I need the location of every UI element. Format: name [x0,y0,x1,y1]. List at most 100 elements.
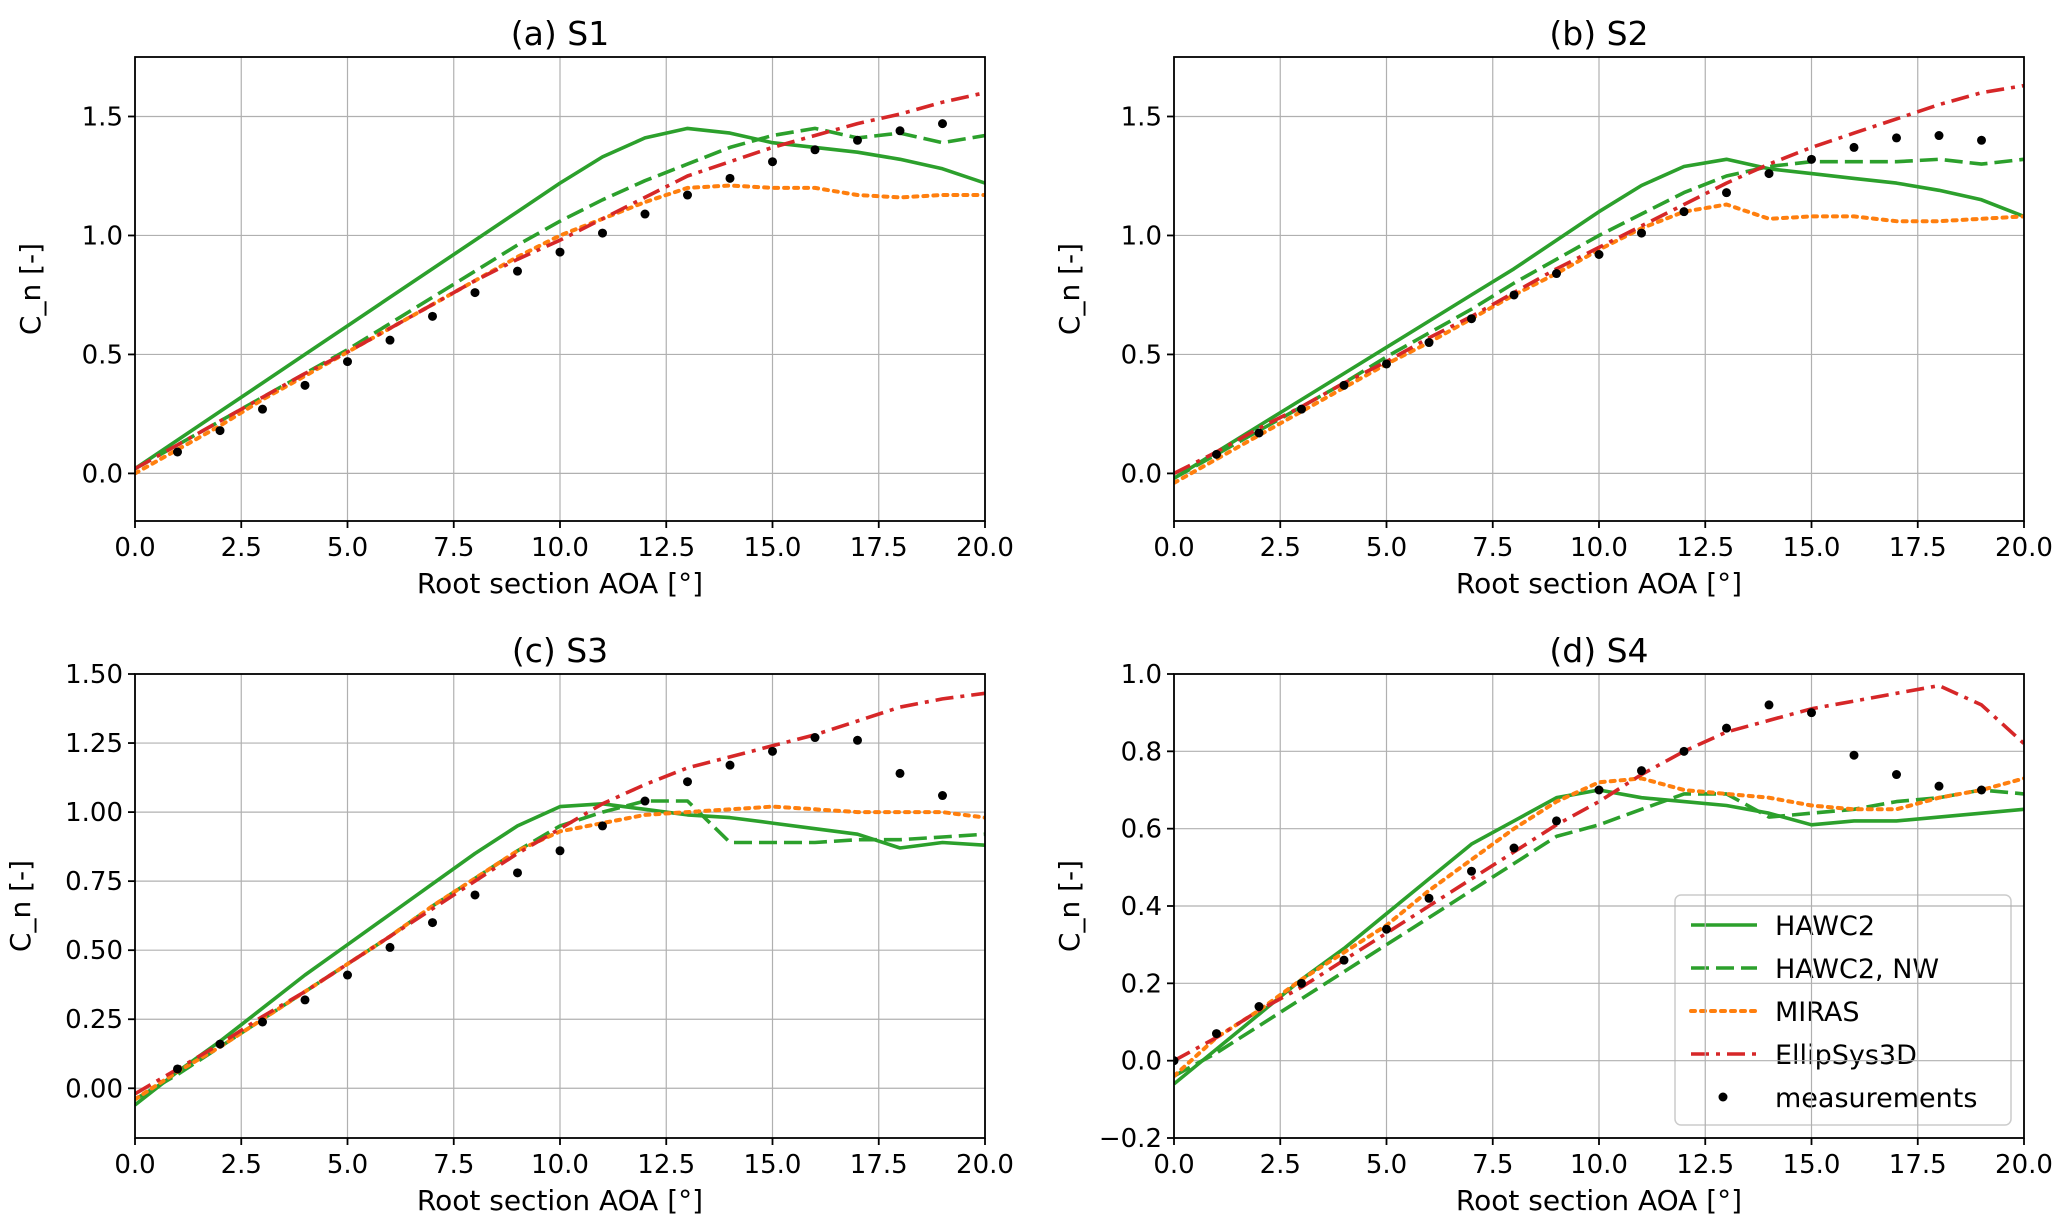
panel-4-series-measurements-point-12 [1679,746,1689,756]
panel-2-ytick-label-1: 0.5 [1121,340,1162,370]
panel-1-xtick-label-7: 17.5 [850,533,908,563]
panel-4-series-measurements-point-13 [1722,723,1731,733]
panel-4-series-measurements-point-1 [1212,1029,1221,1039]
panel-3-series-measurements-point-9 [555,846,565,856]
panel-2-series-measurements-point-4 [1382,359,1391,369]
panel-3-series-miras-line [135,804,985,1102]
panel-3-title: (c) S3 [512,631,608,670]
panel-4-ytick-label-2: 0.2 [1121,969,1162,999]
panel-2-series-measurements-point-15 [1849,142,1859,152]
panel-2-series-measurements-point-6 [1467,314,1476,324]
panel-1-series-miras-line [135,183,985,476]
panel-1-xtick-label-6: 15.0 [744,533,802,563]
panel-4-series-measurements-point-0 [1174,1056,1179,1066]
panel-4-series-measurements-point-15 [1807,708,1816,718]
panel-4-xtick-label-4: 10.0 [1570,1150,1628,1180]
panel-2-xtick-label-1: 2.5 [1260,533,1301,563]
legend: HAWC2 HAWC2, NW MIRAS EllipSys3D measurement… [1674,894,2012,1126]
panel-3-xtick-label-7: 17.5 [850,1150,908,1180]
panel-2: 0.0 2.5 5.0 7.5 10.0 12.5 15.0 17.5 20.0 0.0 0.5 1.… [1053,14,2053,600]
panel-3-ytick-label-5: 1.25 [65,729,123,759]
panel-1-series-measurements-point-1 [215,426,225,436]
panel-3-series-measurements-point-18 [938,791,947,801]
panel-1-series-measurements-point-14 [768,157,777,167]
panel-2-series-measurements-point-16 [1892,133,1901,143]
panel-1-series-measurements-point-10 [598,228,607,238]
panel-4-series-measurements-point-7 [1467,866,1476,876]
panel-2-title: (b) S2 [1549,14,1648,53]
panel-4-xtick-label-7: 17.5 [1889,1150,1947,1180]
panel-2-series-miras-line [1174,202,2024,485]
panel-1-series-measurements-point-16 [853,135,862,145]
panel-1-series-measurements-point-15 [810,145,820,155]
panel-2-xtick-label-2: 5.0 [1366,533,1407,563]
panel-1-ytick-label-0: 0.0 [82,459,123,489]
panel-2-xtick-label-0: 0.0 [1153,533,1194,563]
panel-4-xtick-label-3: 7.5 [1472,1150,1513,1180]
panel-3-series-hawc2-nw-line [135,799,985,1101]
panel-4-xlabel: Root section AOA [°] [1456,1184,1742,1217]
panel-2-series-measurements-point-8 [1552,269,1561,279]
panel-3-plot-area [135,691,985,1107]
panel-1-series-ellipsys3d-line [135,90,985,471]
panel-4-xtick-label-5: 12.5 [1676,1150,1734,1180]
panel-1-ytick-label-2: 1.0 [82,221,123,251]
panel-3-ytick-label-0: 0.00 [65,1074,123,1104]
panel-2-series-measurements-point-7 [1509,290,1519,300]
panel-2-xtick-label-3: 7.5 [1472,533,1513,563]
panel-1-xtick-label-8: 20.0 [956,533,1014,563]
panel-2-series-measurements-point-0 [1212,449,1221,459]
panel-3-series-measurements-point-13 [725,760,735,770]
panel-4-ytick-label-5: 0.8 [1121,737,1162,767]
panel-4-xtick-label-8: 20.0 [1995,1150,2053,1180]
panel-2-series-measurements-point-1 [1254,428,1264,438]
panel-1-title: (a) S1 [511,14,609,53]
panel-1-series-measurements-point-12 [683,190,692,200]
panel-3-series-measurements-point-12 [683,777,692,787]
panel-1-ylabel: C_n [-] [14,243,47,335]
panel-3-series-measurements-point-0 [173,1064,182,1074]
panel-2-ytick-label-0: 0.0 [1121,459,1162,489]
panel-1-xtick-label-2: 5.0 [327,533,368,563]
panel-2-xlabel: Root section AOA [°] [1456,567,1742,600]
legend-entry-measurements-swatch [1718,1092,1728,1102]
panel-1-series-measurements [173,119,947,457]
panel-3-series-measurements-point-14 [768,746,777,756]
legend-entry-ellipsys3d: EllipSys3D [1691,1040,1917,1071]
panel-2-xtick-label-4: 10.0 [1570,533,1628,563]
legend-entry-miras-label: MIRAS [1775,997,1860,1028]
legend-entry-measurements: measurements [1718,1083,1977,1114]
panel-2-xtick-label-7: 17.5 [1889,533,1947,563]
panel-1-xtick-label-0: 0.0 [114,533,155,563]
panel-4-series-measurements-point-18 [1934,781,1944,791]
panel-3-xtick-label-2: 5.0 [327,1150,368,1180]
panel-2-xtick-label-8: 20.0 [1995,533,2053,563]
panel-2-series-measurements-point-2 [1297,404,1306,414]
panel-3-xtick-label-1: 2.5 [221,1150,262,1180]
panel-4-series-measurements-point-4 [1339,955,1349,965]
panel-2-series-measurements-point-18 [1977,135,1986,145]
panel-3-series-hawc2-line [135,801,985,1107]
panel-2-series-measurements-point-11 [1679,207,1689,217]
panel-1-series-measurements-point-4 [343,357,352,367]
panel-1-xtick-label-1: 2.5 [221,533,262,563]
panel-3-ytick-label-2: 0.50 [65,936,123,966]
panel-1-ytick-label-3: 1.5 [82,102,123,132]
panel-4-ytick-label-6: 1.0 [1121,660,1162,690]
panel-4-series-measurements-point-11 [1637,766,1646,776]
panel-2-xtick-label-6: 15.0 [1783,533,1841,563]
panel-3-ytick-label-1: 0.25 [65,1005,123,1035]
panel-4-series-measurements-point-14 [1764,700,1774,710]
panel-1-ytick-label-1: 0.5 [82,340,123,370]
panel-4: 0.0 2.5 5.0 7.5 10.0 12.5 15.0 17.5 20.0−0.20.00… [1053,631,2053,1217]
panel-3-xtick-label-3: 7.5 [433,1150,474,1180]
panel-2-series-measurements-point-17 [1934,131,1944,141]
panel-1-series-measurements-point-11 [640,209,650,219]
panel-3-series-measurements-point-4 [343,970,352,980]
panel-2-ytick-label-2: 1.0 [1121,221,1162,251]
panel-1-series-measurements-point-3 [300,380,310,390]
panel-4-series-measurements-point-8 [1509,843,1519,853]
panel-1-series-measurements-point-0 [173,447,182,457]
panel-1-series-measurements-point-5 [385,335,395,345]
panel-2-series-measurements-point-3 [1339,380,1349,390]
